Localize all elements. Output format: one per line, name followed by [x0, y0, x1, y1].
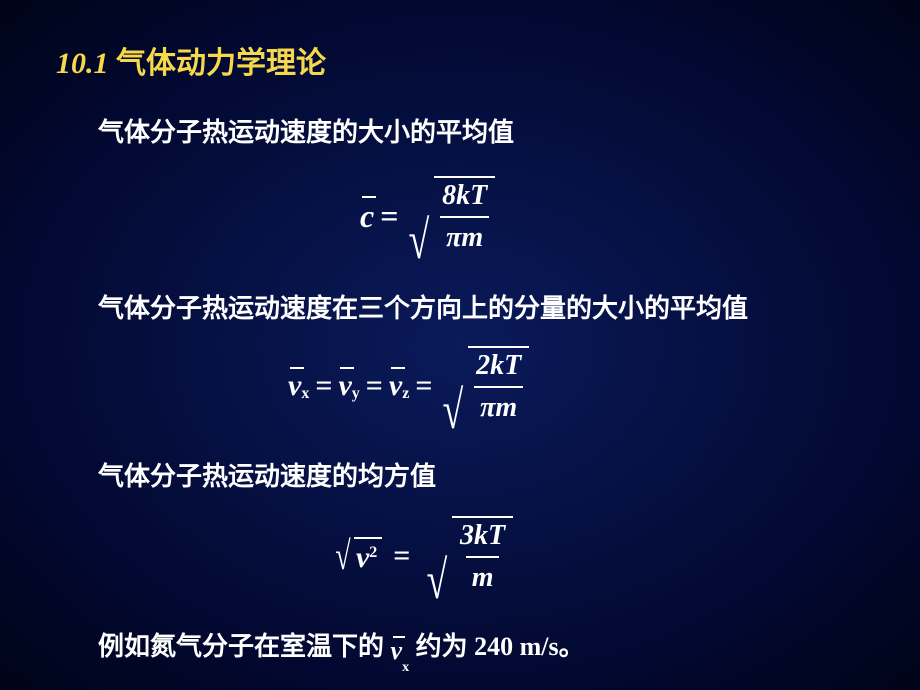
text-line-3: 气体分子热运动速度的均方值 [98, 456, 436, 493]
equals-2b: = [366, 369, 383, 403]
text-line-2: 气体分子热运动速度在三个方向上的分量的大小的平均值 [98, 288, 748, 325]
radical-icon: √ [443, 389, 464, 432]
equals-2a: = [315, 369, 332, 403]
vy-bar: v [338, 369, 351, 403]
equals-2c: = [415, 369, 432, 403]
line4-part-a: 例如氮气分子在室温下的 [98, 632, 384, 661]
numerator-1: 8kT [436, 178, 493, 214]
fraction-3: 3kT m [452, 516, 513, 596]
fraction-1: 8kT πm [434, 176, 495, 256]
text-line-4: 例如氮气分子在室温下的 vx 约为 240 m/s。 [98, 626, 585, 663]
radical-icon: √ [409, 219, 430, 262]
section-number: 10.1 [56, 47, 109, 80]
sub-z: z [402, 385, 409, 403]
equals-1: = [380, 198, 398, 235]
section-text: 气体动力学理论 [116, 47, 326, 80]
mean-c: c [360, 198, 374, 235]
numerator-2: 2kT [470, 348, 527, 384]
equals-3: = [393, 539, 410, 573]
sqrt-frac-1: √ 8kT πm [404, 176, 495, 256]
equation-3: √ v2 = √ 3kT m [332, 516, 513, 596]
sub-y: y [352, 385, 360, 403]
sqrt-frac-2: √ 2kT πm [438, 346, 529, 426]
vz-bar: v [389, 369, 402, 403]
equation-1: c = √ 8kT πm [360, 176, 495, 256]
numerator-3: 3kT [454, 518, 511, 554]
v-squared-bar: v2 [354, 537, 381, 575]
vx-inline: vx [391, 636, 416, 665]
radical-icon: √ [335, 542, 350, 570]
sqrt-frac-3: √ 3kT m [422, 516, 513, 596]
line4-part-b: 约为 240 m/s。 [416, 632, 585, 661]
equation-2: vx = vy = vz = √ 2kT πm [288, 346, 529, 426]
fraction-2: 2kT πm [468, 346, 529, 426]
section-title: 10.1 气体动力学理论 [56, 38, 326, 82]
radical-icon: √ [427, 559, 448, 602]
sqrt-v2: √ v2 [332, 537, 381, 575]
denominator-2: πm [474, 386, 523, 426]
vx-bar: v [288, 369, 301, 403]
denominator-1: πm [440, 216, 489, 256]
sub-x: x [301, 385, 309, 403]
v-bar-3: v2 [356, 541, 377, 575]
text-line-1: 气体分子热运动速度的大小的平均值 [98, 112, 514, 149]
denominator-3: m [466, 556, 500, 596]
